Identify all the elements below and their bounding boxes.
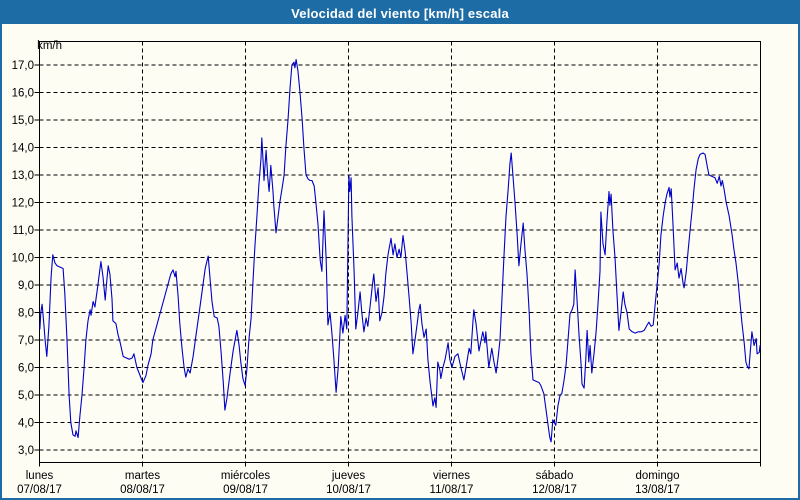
y-tick-label: 11,0 (12, 225, 34, 237)
x-date-label: 11/08/17 (430, 484, 474, 496)
y-tick-label: 14,0 (12, 143, 34, 155)
y-tick-label: 8,0 (18, 308, 34, 320)
y-axis-unit-label: km/h (37, 40, 62, 52)
x-date-label: 08/08/17 (120, 484, 165, 496)
wind-speed-series (39, 58, 761, 443)
x-date-label: 12/08/17 (532, 484, 577, 496)
y-tick-label: 7,0 (18, 335, 34, 347)
y-tick-label: 10,0 (12, 253, 34, 265)
x-day-label: jueves (331, 470, 365, 482)
y-tick-label: 16,0 (12, 88, 34, 100)
plot-border (39, 41, 761, 463)
x-day-label: martes (125, 470, 160, 482)
y-tick-label: 17,0 (12, 60, 34, 72)
x-date-label: 10/08/17 (326, 484, 371, 496)
x-date-label: 09/08/17 (223, 484, 268, 496)
chart-title-bar: Velocidad del viento [km/h] escala (2, 2, 798, 24)
x-date-label: 13/08/17 (635, 484, 680, 496)
y-tick-label: 9,0 (18, 280, 34, 292)
x-day-label: sábado (536, 470, 574, 482)
x-day-label: viernes (433, 470, 470, 482)
chart-title: Velocidad del viento [km/h] escala (291, 5, 509, 21)
y-tick-label: 13,0 (12, 170, 34, 182)
x-day-label: miércoles (221, 470, 270, 482)
y-tick-label: 5,0 (18, 390, 34, 402)
y-tick-label: 4,0 (18, 418, 34, 430)
y-tick-label: 15,0 (12, 115, 34, 127)
y-tick-label: 6,0 (18, 363, 34, 375)
x-day-label: domingo (635, 470, 679, 482)
y-tick-label: 12,0 (12, 198, 34, 210)
x-date-label: 07/08/17 (17, 484, 62, 496)
x-day-label: lunes (26, 470, 54, 482)
y-tick-label: 3,0 (18, 445, 34, 457)
